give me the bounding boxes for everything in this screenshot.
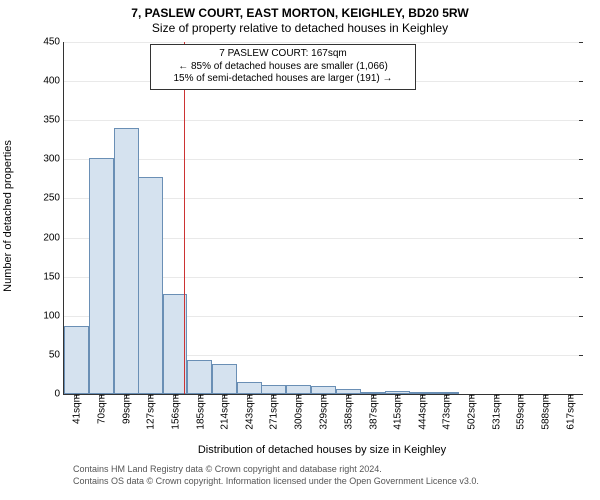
- histogram-bar: [286, 385, 311, 394]
- x-tick-label: 531sqm: [490, 394, 503, 430]
- footer-copyright-2: Contains OS data © Crown copyright. Info…: [73, 476, 479, 486]
- footer-copyright-1: Contains HM Land Registry data © Crown c…: [73, 464, 382, 474]
- histogram-bar: [212, 364, 237, 394]
- chart-title-subtitle: Size of property relative to detached ho…: [0, 20, 600, 35]
- annotation-line2: ← 85% of detached houses are smaller (1,…: [157, 61, 409, 74]
- y-tick-mark: [579, 394, 583, 395]
- x-tick-label: 329sqm: [317, 394, 330, 430]
- y-tick-label: 300: [43, 154, 64, 165]
- y-tick-label: 350: [43, 115, 64, 126]
- histogram-bar: [187, 360, 212, 394]
- x-tick-label: 70sqm: [94, 394, 107, 424]
- x-tick-label: 473sqm: [440, 394, 453, 430]
- gridline: [64, 42, 582, 43]
- y-tick-label: 150: [43, 271, 64, 282]
- y-tick-label: 250: [43, 193, 64, 204]
- x-tick-label: 99sqm: [119, 394, 132, 424]
- y-tick-label: 450: [43, 37, 64, 48]
- annotation-line3: 15% of semi-detached houses are larger (…: [157, 73, 409, 86]
- histogram-bar: [311, 386, 336, 394]
- y-tick-mark: [579, 198, 583, 199]
- x-tick-label: 387sqm: [366, 394, 379, 430]
- y-tick-mark: [579, 120, 583, 121]
- x-tick-label: 214sqm: [218, 394, 231, 430]
- y-tick-mark: [579, 238, 583, 239]
- x-tick-label: 156sqm: [168, 394, 181, 430]
- histogram-bar: [237, 382, 262, 394]
- y-axis-label: Number of detached properties: [2, 116, 14, 316]
- annotation-line1: 7 PASLEW COURT: 167sqm: [157, 48, 409, 61]
- histogram-bar: [138, 177, 163, 394]
- gridline: [64, 159, 582, 160]
- y-tick-label: 50: [49, 349, 64, 360]
- chart-title-address: 7, PASLEW COURT, EAST MORTON, KEIGHLEY, …: [0, 0, 600, 20]
- x-tick-label: 300sqm: [292, 394, 305, 430]
- x-axis-label: Distribution of detached houses by size …: [63, 444, 581, 456]
- annotation-box: 7 PASLEW COURT: 167sqm ← 85% of detached…: [150, 44, 416, 90]
- x-tick-label: 358sqm: [341, 394, 354, 430]
- y-tick-label: 400: [43, 76, 64, 87]
- y-tick-label: 0: [54, 389, 64, 400]
- x-tick-label: 502sqm: [465, 394, 478, 430]
- x-tick-label: 41sqm: [70, 394, 83, 424]
- y-tick-mark: [579, 81, 583, 82]
- histogram-bar: [114, 128, 139, 394]
- x-tick-label: 588sqm: [539, 394, 552, 430]
- x-tick-label: 127sqm: [143, 394, 156, 430]
- x-tick-label: 444sqm: [415, 394, 428, 430]
- histogram-plot: 05010015020025030035040045041sqm70sqm99s…: [63, 42, 582, 395]
- y-tick-label: 200: [43, 232, 64, 243]
- reference-line: [184, 42, 185, 394]
- y-tick-mark: [579, 277, 583, 278]
- x-tick-label: 617sqm: [563, 394, 576, 430]
- y-tick-mark: [579, 42, 583, 43]
- x-tick-label: 559sqm: [514, 394, 527, 430]
- histogram-bar: [89, 158, 114, 394]
- y-tick-mark: [579, 159, 583, 160]
- y-tick-mark: [579, 355, 583, 356]
- x-tick-label: 271sqm: [267, 394, 280, 430]
- x-tick-label: 185sqm: [193, 394, 206, 430]
- y-tick-mark: [579, 316, 583, 317]
- gridline: [64, 120, 582, 121]
- x-tick-label: 415sqm: [390, 394, 403, 430]
- x-tick-label: 243sqm: [243, 394, 256, 430]
- y-tick-label: 100: [43, 310, 64, 321]
- histogram-bar: [64, 326, 89, 394]
- histogram-bar: [261, 385, 286, 394]
